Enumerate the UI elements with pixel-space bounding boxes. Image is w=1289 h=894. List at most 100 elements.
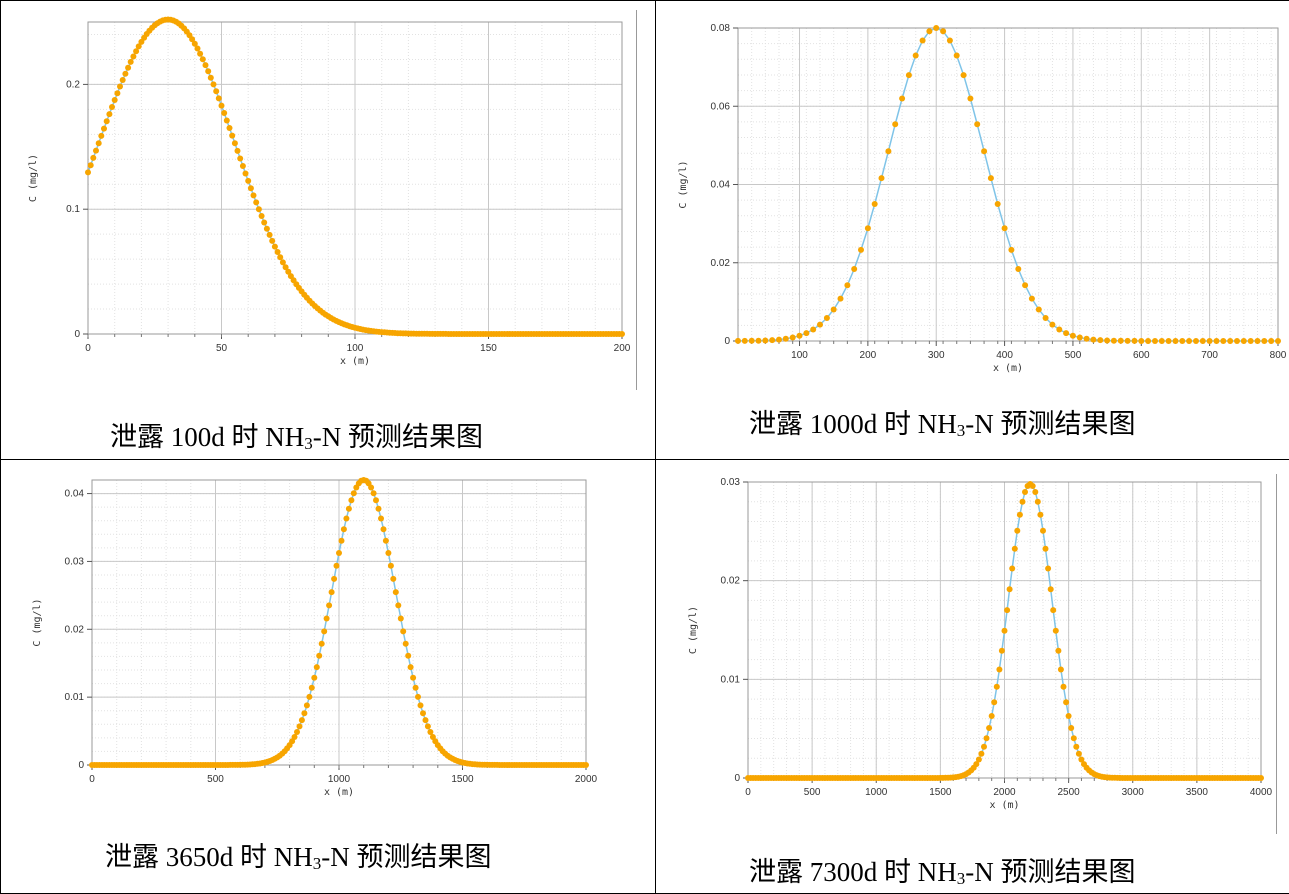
data-point bbox=[1047, 586, 1054, 593]
data-point bbox=[106, 111, 113, 118]
data-point bbox=[210, 81, 217, 88]
x-tick-label: 200 bbox=[614, 343, 631, 354]
data-point bbox=[1022, 489, 1028, 495]
data-point bbox=[197, 50, 204, 57]
data-point bbox=[1152, 338, 1158, 344]
data-point bbox=[95, 140, 102, 147]
data-point bbox=[864, 225, 871, 232]
y-tick-label: 0.02 bbox=[65, 624, 85, 635]
data-point bbox=[387, 562, 394, 569]
data-point bbox=[810, 326, 817, 333]
data-point bbox=[318, 640, 325, 647]
data-point bbox=[199, 56, 206, 63]
caption-prefix: 泄露 1000d 时 NH bbox=[749, 409, 957, 439]
chart-1000d: 100 200 300 400 500 600 700 800 0 0.02 0.04 0.06 0.0… bbox=[678, 23, 1287, 374]
data-point bbox=[226, 125, 233, 131]
data-point bbox=[1261, 338, 1268, 344]
y-tick-label: 0.03 bbox=[721, 477, 741, 488]
data-point bbox=[1004, 607, 1011, 614]
data-point bbox=[282, 264, 289, 271]
data-point bbox=[427, 729, 434, 735]
data-point bbox=[1124, 337, 1131, 344]
data-point bbox=[1138, 338, 1145, 344]
data-point bbox=[1247, 338, 1254, 344]
x-tick-label: 500 bbox=[207, 774, 224, 785]
data-point bbox=[899, 95, 906, 102]
data-point bbox=[1042, 545, 1049, 552]
data-point bbox=[127, 58, 134, 65]
data-point bbox=[919, 37, 926, 44]
data-point bbox=[871, 201, 878, 207]
data-point bbox=[247, 185, 254, 192]
data-point bbox=[1042, 315, 1049, 321]
data-point bbox=[776, 336, 782, 343]
x-axis-label: x (m) bbox=[340, 356, 370, 367]
data-point bbox=[755, 337, 762, 344]
data-point bbox=[301, 710, 308, 717]
data-point bbox=[1268, 338, 1275, 344]
data-point bbox=[1019, 498, 1026, 505]
frame-vertical-divider bbox=[655, 0, 656, 894]
data-point bbox=[1070, 735, 1077, 742]
x-axis-label: x (m) bbox=[324, 787, 354, 798]
data-point bbox=[1090, 336, 1097, 343]
data-point bbox=[619, 331, 625, 337]
caption-subscript: 3 bbox=[956, 421, 966, 440]
caption-7300d: 泄露 7300d 时 NH3-N 预测结果图 bbox=[749, 850, 1136, 889]
data-point bbox=[395, 602, 402, 609]
data-point bbox=[823, 315, 830, 321]
y-tick-label: 0 bbox=[724, 336, 730, 347]
caption-subscript: 3 bbox=[312, 854, 322, 873]
x-tick-label: 1000 bbox=[328, 774, 351, 785]
data-point bbox=[296, 723, 303, 730]
caption-suffix: -N 预测结果图 bbox=[321, 842, 492, 872]
data-point bbox=[375, 505, 382, 512]
data-point bbox=[119, 77, 126, 83]
x-tick-label: 1500 bbox=[929, 787, 952, 798]
data-point bbox=[373, 497, 379, 504]
data-point bbox=[1258, 775, 1264, 781]
data-point bbox=[1275, 338, 1281, 344]
data-point bbox=[85, 169, 91, 176]
data-point bbox=[988, 713, 995, 719]
x-tick-label: 50 bbox=[216, 343, 228, 354]
data-point bbox=[960, 72, 967, 79]
x-tick-label: 100 bbox=[791, 350, 808, 361]
data-point bbox=[981, 743, 987, 750]
data-point bbox=[878, 175, 885, 182]
x-tick-label: 2000 bbox=[993, 787, 1016, 798]
data-point bbox=[350, 490, 357, 497]
data-point bbox=[223, 117, 230, 124]
caption-prefix: 泄露 100d 时 NH bbox=[110, 422, 305, 452]
x-tick-label: 400 bbox=[996, 350, 1013, 361]
data-point bbox=[117, 83, 123, 90]
caption-100d: 泄露 100d 时 NH3-N 预测结果图 bbox=[110, 415, 483, 454]
data-point bbox=[189, 36, 196, 43]
data-point bbox=[1009, 565, 1016, 572]
chart-panel-3650d: 0 500 1000 1500 2000 0 0.01 0.02 0.03 0.04 x (m) C … bbox=[0, 460, 655, 894]
data-point bbox=[1068, 725, 1075, 731]
y-tick-label: 0.04 bbox=[711, 180, 731, 191]
data-point bbox=[321, 628, 328, 635]
data-point bbox=[926, 28, 933, 35]
x-tick-label: 200 bbox=[860, 350, 877, 361]
y-tick-label: 0.01 bbox=[721, 674, 741, 685]
data-point bbox=[306, 693, 313, 700]
caption-subscript: 3 bbox=[956, 869, 966, 888]
caption-subscript: 3 bbox=[304, 434, 313, 453]
data-point bbox=[803, 330, 810, 337]
x-tick-label: 500 bbox=[1065, 350, 1082, 361]
data-point bbox=[135, 43, 142, 50]
data-point bbox=[218, 102, 225, 109]
data-point bbox=[213, 88, 220, 95]
data-point bbox=[796, 332, 803, 339]
data-point bbox=[1057, 666, 1064, 673]
data-point bbox=[1014, 527, 1021, 534]
data-point bbox=[1220, 338, 1227, 344]
data-point bbox=[1063, 330, 1070, 337]
data-point bbox=[323, 615, 330, 622]
panel-right-rule bbox=[1276, 474, 1277, 834]
data-point bbox=[368, 484, 375, 491]
data-point bbox=[103, 118, 110, 125]
data-point bbox=[1158, 338, 1165, 344]
